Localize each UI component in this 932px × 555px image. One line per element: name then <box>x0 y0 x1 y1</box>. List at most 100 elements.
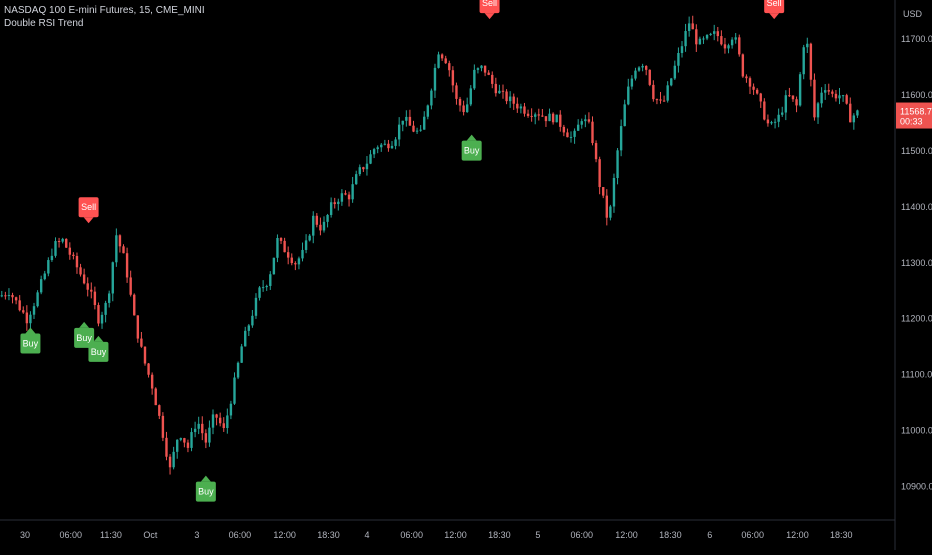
candle-body <box>598 159 601 188</box>
buy-label-box <box>88 341 109 362</box>
price-tick-label: 11700.00 <box>901 34 932 44</box>
candle-body <box>655 99 659 101</box>
candle-body <box>397 124 401 140</box>
time-tick-label: 18:30 <box>659 530 682 540</box>
price-tick-label: 10900.00 <box>901 481 932 491</box>
candle-body <box>448 63 451 71</box>
candle-body <box>7 294 11 296</box>
candle-body <box>827 90 830 92</box>
price-tick-label: 11300.00 <box>901 258 932 268</box>
candle-body <box>276 237 279 258</box>
candle-body <box>501 90 505 92</box>
buy-arrow <box>466 134 477 141</box>
candle-body <box>401 120 404 125</box>
candle-body <box>408 116 412 126</box>
candle-body <box>240 346 243 363</box>
candle-body <box>648 69 651 85</box>
candle-body <box>773 121 777 123</box>
candle-body <box>75 255 79 268</box>
candle-body <box>226 415 229 429</box>
candle-body <box>788 95 791 97</box>
candle-body <box>107 293 111 303</box>
candle-body <box>369 154 372 164</box>
buy-label-box <box>195 481 216 502</box>
buy-label-box <box>461 140 482 161</box>
candle-body <box>329 202 333 215</box>
candle-body <box>519 106 523 109</box>
candle-body <box>165 437 168 457</box>
candle-body <box>265 285 268 288</box>
candle-body <box>290 257 293 264</box>
candle-body <box>498 90 501 94</box>
candle-body <box>168 456 172 468</box>
time-tick-label: 4 <box>364 530 369 540</box>
candle-body <box>279 237 283 241</box>
candle-body <box>125 253 129 278</box>
buy-signal-label: Buy <box>464 146 480 156</box>
candle-body <box>215 414 218 418</box>
time-tick-label: 12:00 <box>615 530 638 540</box>
candle-body <box>247 325 251 331</box>
price-tick-label: 11200.00 <box>901 314 932 324</box>
time-tick-label: 06:00 <box>59 530 82 540</box>
candle-body <box>770 122 773 124</box>
candle-body <box>755 89 759 94</box>
sell-signal-label: Sell <box>482 0 497 8</box>
price-tick-label: 11100.00 <box>901 370 932 380</box>
candle-body <box>362 167 365 170</box>
candle-body <box>29 314 32 324</box>
candle-body <box>104 302 107 315</box>
sell-label-box <box>764 0 785 14</box>
buy-signal-label: Buy <box>198 487 214 497</box>
candle-body <box>294 263 297 265</box>
candle-body <box>147 363 150 375</box>
candle-body <box>738 37 741 55</box>
candle-body <box>79 267 82 275</box>
candle-body <box>684 31 687 47</box>
candle-body <box>644 65 648 70</box>
candle-body <box>791 95 795 100</box>
candle-body <box>150 374 154 389</box>
candle-body <box>720 36 723 45</box>
candle-body <box>508 96 512 102</box>
candle-body <box>136 315 140 339</box>
candle-body <box>723 44 727 49</box>
candle-body <box>154 388 157 406</box>
candle-body <box>530 115 533 117</box>
time-tick-label: 5 <box>535 530 540 540</box>
candle-body <box>841 95 845 97</box>
candle-body <box>781 112 784 115</box>
candle-body <box>111 262 114 294</box>
candle-body <box>93 291 97 306</box>
candle-body <box>423 116 426 130</box>
candle-body <box>312 215 315 236</box>
candle-body <box>569 136 573 138</box>
time-tick-label: 12:00 <box>444 530 467 540</box>
candle-body <box>806 43 809 48</box>
sell-signal-label: Sell <box>81 202 96 212</box>
candle-body <box>587 119 591 122</box>
candle-body <box>340 193 344 202</box>
candle-body <box>65 238 68 248</box>
indicator-label[interactable]: Double RSI Trend <box>4 18 84 29</box>
candle-body <box>351 184 354 200</box>
sell-label-box <box>78 197 99 218</box>
candle-body <box>297 258 301 265</box>
candle-body <box>32 306 36 315</box>
candle-body <box>691 23 694 30</box>
candle-body <box>244 330 247 347</box>
bar-countdown: 00:33 <box>900 117 923 127</box>
candle-body <box>272 257 276 275</box>
candle-body <box>795 99 798 106</box>
price-tick-label: 11500.00 <box>901 146 932 156</box>
candle-body <box>551 113 555 123</box>
candle-body <box>745 76 748 79</box>
candle-body <box>222 423 225 429</box>
buy-arrow <box>79 321 90 328</box>
candle-body <box>526 113 530 116</box>
candle-body <box>523 106 526 114</box>
candle-body <box>201 423 204 434</box>
candle-body <box>261 287 265 289</box>
